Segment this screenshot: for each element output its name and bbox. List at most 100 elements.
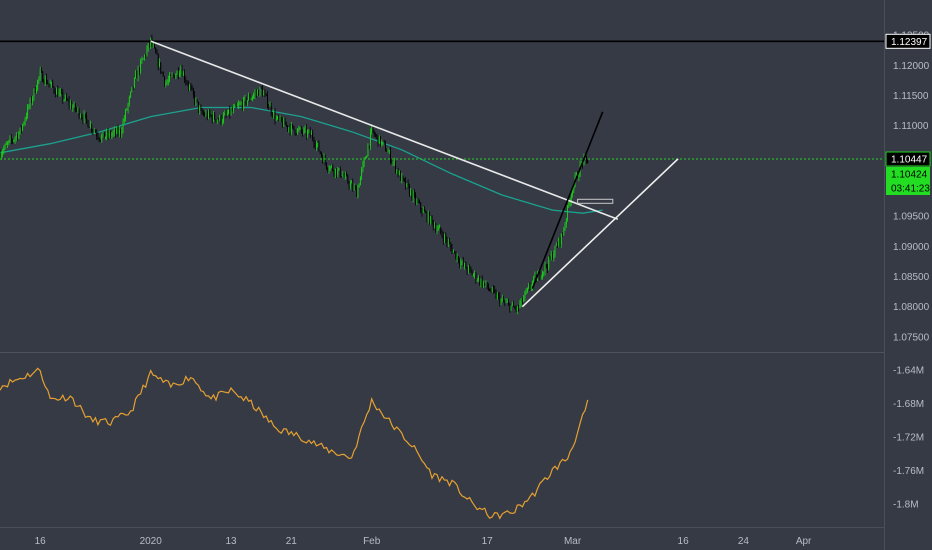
candle-body — [356, 187, 358, 197]
candle-body — [437, 227, 439, 230]
candle-body — [189, 86, 191, 88]
candle-body — [22, 124, 24, 130]
candle-body — [359, 176, 361, 186]
candle-body — [491, 287, 493, 292]
candle-body — [311, 132, 312, 135]
candle-body — [141, 59, 143, 61]
candle-body — [447, 241, 449, 244]
candle-body — [206, 113, 208, 118]
candle-body — [550, 254, 552, 259]
candle-body — [92, 130, 94, 132]
candle-body — [210, 115, 212, 116]
candle-body — [401, 175, 403, 181]
candle-body — [569, 202, 571, 204]
candle-body — [159, 62, 160, 67]
candle-body — [304, 128, 306, 129]
candle-body — [348, 182, 350, 187]
candle-body — [157, 54, 159, 67]
candle-body — [165, 83, 167, 85]
candle-body — [344, 174, 346, 177]
candle-body — [267, 95, 268, 107]
candle-body — [234, 104, 236, 108]
candle-body — [56, 89, 57, 95]
candle-body — [496, 294, 498, 299]
candle-body — [49, 83, 51, 85]
candle-body — [521, 298, 523, 302]
candle-body — [549, 257, 551, 259]
candle-body — [479, 277, 481, 284]
candle-body — [112, 132, 114, 135]
candle-body — [302, 131, 304, 133]
candle-body — [368, 146, 370, 147]
candle-body — [82, 117, 84, 121]
candle-body — [9, 138, 11, 141]
indicator-axis: -1.64M -1.68M -1.72M -1.76M -1.8M — [893, 365, 924, 510]
candle-body — [385, 143, 386, 152]
candle-body — [110, 132, 111, 137]
candle-body — [509, 303, 511, 311]
candle-body — [243, 98, 245, 109]
candle-body — [346, 174, 347, 176]
candle-body — [265, 93, 267, 96]
candle-body — [34, 88, 36, 93]
candle-body — [465, 263, 467, 269]
candle-body — [31, 98, 32, 102]
candle-body — [161, 72, 163, 73]
candle-body — [292, 124, 293, 126]
candle-body — [430, 216, 432, 224]
candle-body — [288, 127, 290, 130]
time-tick-label: Apr — [796, 536, 812, 547]
candle-body — [501, 298, 503, 300]
candle-body — [14, 137, 16, 140]
candle-body — [13, 139, 15, 141]
candle-body — [66, 96, 67, 100]
time-tick-label: 16 — [678, 536, 690, 547]
time-tick-label: 21 — [286, 536, 298, 547]
candle-body — [250, 98, 252, 100]
current-price-tag: 1.10424 — [886, 167, 930, 181]
candle-body — [420, 202, 422, 210]
candle-body — [483, 282, 484, 286]
candle-body — [131, 86, 133, 92]
candle-body — [516, 306, 518, 311]
indicator-tick-label: -1.76M — [893, 466, 924, 477]
candle-body — [64, 96, 66, 100]
candle-body — [449, 241, 450, 244]
candle-body — [493, 287, 494, 290]
candle-body — [191, 87, 193, 90]
candle-body — [395, 161, 396, 172]
candle-body — [519, 303, 521, 308]
candle-body — [274, 112, 276, 121]
candle-body — [245, 97, 247, 104]
candle-body — [155, 47, 157, 54]
candle-body — [362, 163, 364, 170]
candle-body — [564, 223, 566, 231]
candle-body — [528, 285, 530, 288]
candle-body — [42, 71, 44, 82]
candle-body — [578, 175, 580, 178]
candle-body — [421, 209, 423, 213]
candle-body — [331, 166, 332, 167]
candle-body — [3, 148, 5, 152]
candle-body — [24, 119, 26, 124]
candle-body — [388, 150, 390, 152]
candle-body — [393, 161, 395, 163]
indicator-pane[interactable] — [0, 352, 884, 520]
candle-body — [555, 245, 557, 247]
candle-body — [339, 168, 341, 177]
candle-body — [144, 55, 145, 59]
candle-body — [230, 109, 232, 115]
price-pane[interactable] — [0, 34, 884, 315]
candle-body — [562, 233, 563, 235]
candle-body — [213, 113, 214, 121]
price-tick-label: 1.11500 — [893, 91, 929, 102]
candle-body — [334, 168, 336, 175]
candle-body — [123, 118, 125, 122]
candle-body — [547, 267, 548, 269]
candle-body — [573, 183, 575, 190]
candle-body — [133, 78, 135, 88]
candle-body — [400, 171, 401, 181]
candle-body — [498, 294, 499, 296]
